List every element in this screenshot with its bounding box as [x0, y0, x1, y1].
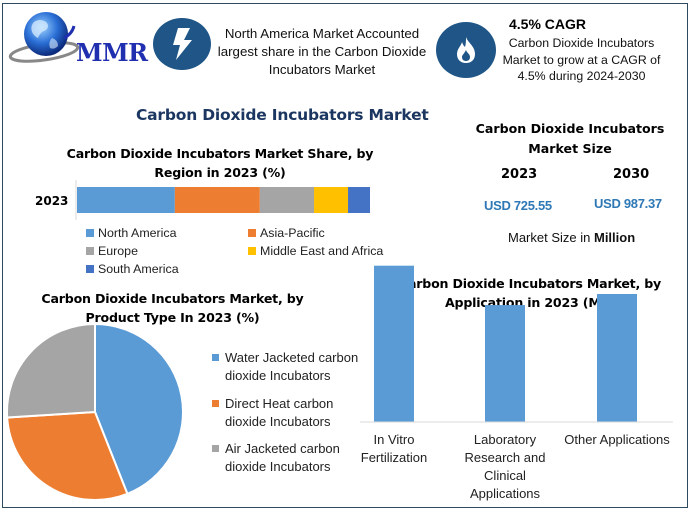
lightning-icon-badge	[153, 18, 211, 70]
bar-segment-north-america	[77, 187, 175, 213]
legend-swatch	[86, 247, 94, 255]
x-tick-label-line: Laboratory	[473, 432, 537, 447]
cagr-heading: 4.5% CAGR	[509, 16, 587, 32]
region-legend-item: Europe	[86, 244, 138, 258]
application-bar-1	[374, 265, 414, 422]
application-bar-2	[485, 305, 525, 422]
bar-segment-europe	[259, 187, 315, 213]
x-tick-label-line: Research and	[464, 450, 546, 465]
unit-note-prefix: Market Size in	[508, 230, 594, 245]
bar-segment-asia-pacific	[174, 187, 260, 213]
legend-label: Air Jacketed carbon	[225, 441, 340, 456]
product-type-chart-title: Carbon Dioxide Incubators Market, by Pro…	[20, 289, 325, 327]
market-size-2023-value: USD 725.55	[484, 198, 552, 213]
application-bar-chart	[360, 265, 673, 423]
unit-note-unit: Million	[593, 230, 636, 245]
region-legend-item: Asia-Pacific	[248, 226, 325, 240]
legend-swatch	[212, 400, 219, 407]
market-size-title: Carbon Dioxide Incubators Market Size	[470, 119, 670, 159]
market-size-unit-note: Market Size in Million	[508, 230, 635, 245]
flame-icon	[457, 37, 475, 63]
region-chart-title: Carbon Dioxide Incubators Market Share, …	[60, 144, 380, 182]
callout-line: Incubators Market	[268, 62, 376, 77]
legend-swatch	[86, 265, 94, 273]
category-label: 2023	[35, 194, 68, 208]
bar-segment-south-america	[348, 187, 370, 213]
legend-swatch	[248, 229, 256, 237]
chart-title-line: Carbon Dioxide Incubators Market Share, …	[66, 146, 374, 161]
region-legend-item: South America	[86, 262, 179, 276]
x-tick-label: Laboratory Research and Clinical Applicatio…	[445, 431, 565, 503]
pie-slice-1	[94, 322, 184, 496]
logo-text: MMR	[76, 38, 148, 67]
infographic-frame	[2, 3, 688, 508]
callout-line: 4.5% during 2024-2030	[517, 69, 646, 83]
application-bar-3	[597, 294, 637, 422]
legend-label: Asia-Pacific	[260, 226, 325, 240]
pie-legend-item: Air Jacketed carbon dioxide Incubators	[212, 440, 340, 476]
page-title: Carbon Dioxide Incubators Market	[136, 106, 429, 124]
market-size-title-line: Carbon Dioxide Incubators	[475, 121, 665, 136]
cagr-callout: Carbon Dioxide Incubators Market to grow…	[494, 35, 669, 85]
x-tick-label: In Vitro Fertilization	[334, 431, 454, 467]
legend-label: Europe	[98, 244, 138, 258]
year-2023-label: 2023	[501, 167, 538, 182]
chart-title-line: Product Type In 2023 (%)	[85, 310, 260, 325]
region-legend-item: Middle East and Africa	[248, 244, 383, 258]
legend-label: dioxide Incubators	[225, 459, 331, 474]
chart-title-line: Region in 2023 (%)	[154, 165, 286, 180]
callout-line: Market to grow at a CAGR of	[502, 52, 661, 67]
pie-legend-item: Direct Heat carbon dioxide Incubators	[212, 395, 333, 431]
callout-line: North America Market Accounted	[224, 26, 420, 41]
legend-label: Direct Heat carbon	[225, 396, 334, 411]
pie-legend-item: Water Jacketed carbon dioxide Incubators	[212, 349, 358, 385]
chart-title-line: Carbon Dioxide Incubators Market, by	[398, 276, 662, 291]
x-tick-label: Other Applications	[557, 431, 677, 449]
x-tick-label-line: In Vitro	[373, 432, 415, 447]
pie-slice-2	[6, 410, 129, 501]
globe-icon	[8, 12, 80, 63]
year-2030-label: 2030	[613, 167, 650, 182]
legend-label: dioxide Incubators	[225, 368, 331, 383]
x-tick-label-line: Fertilization	[360, 450, 428, 465]
market-size-2030-value: USD 987.37	[594, 196, 662, 211]
legend-swatch	[212, 445, 219, 452]
lightning-icon	[173, 28, 192, 60]
legend-label: Middle East and Africa	[260, 244, 384, 258]
region-stacked-bar-chart: 2023	[35, 180, 370, 220]
legend-label: Water Jacketed carbon	[225, 350, 359, 365]
legend-label: dioxide Incubators	[225, 414, 331, 429]
chart-title-line: Carbon Dioxide Incubators Market, by	[41, 291, 304, 306]
pie-slice-3	[6, 322, 96, 419]
callout-line: Carbon Dioxide Incubators	[508, 36, 655, 50]
legend-label: South America	[98, 262, 179, 276]
mmr-logo: MMR	[8, 8, 148, 70]
legend-label: North America	[98, 226, 177, 240]
bar-segment-middle-east-and-africa	[314, 187, 349, 213]
legend-swatch	[248, 247, 256, 255]
x-tick-label-line: Applications	[469, 486, 541, 501]
region-legend-item: North America	[86, 226, 177, 240]
x-tick-label-line: Other Applications	[564, 432, 670, 447]
x-tick-label-line: Clinical	[484, 468, 526, 483]
north-america-callout: North America Market Accounted largest s…	[212, 25, 432, 79]
legend-swatch	[212, 354, 219, 361]
flame-icon-badge	[436, 22, 496, 78]
product-type-pie-chart	[6, 322, 184, 501]
callout-line: largest share in the Carbon Dioxide	[217, 44, 427, 59]
legend-swatch	[86, 229, 94, 237]
market-size-title-line: Market Size	[528, 141, 612, 156]
